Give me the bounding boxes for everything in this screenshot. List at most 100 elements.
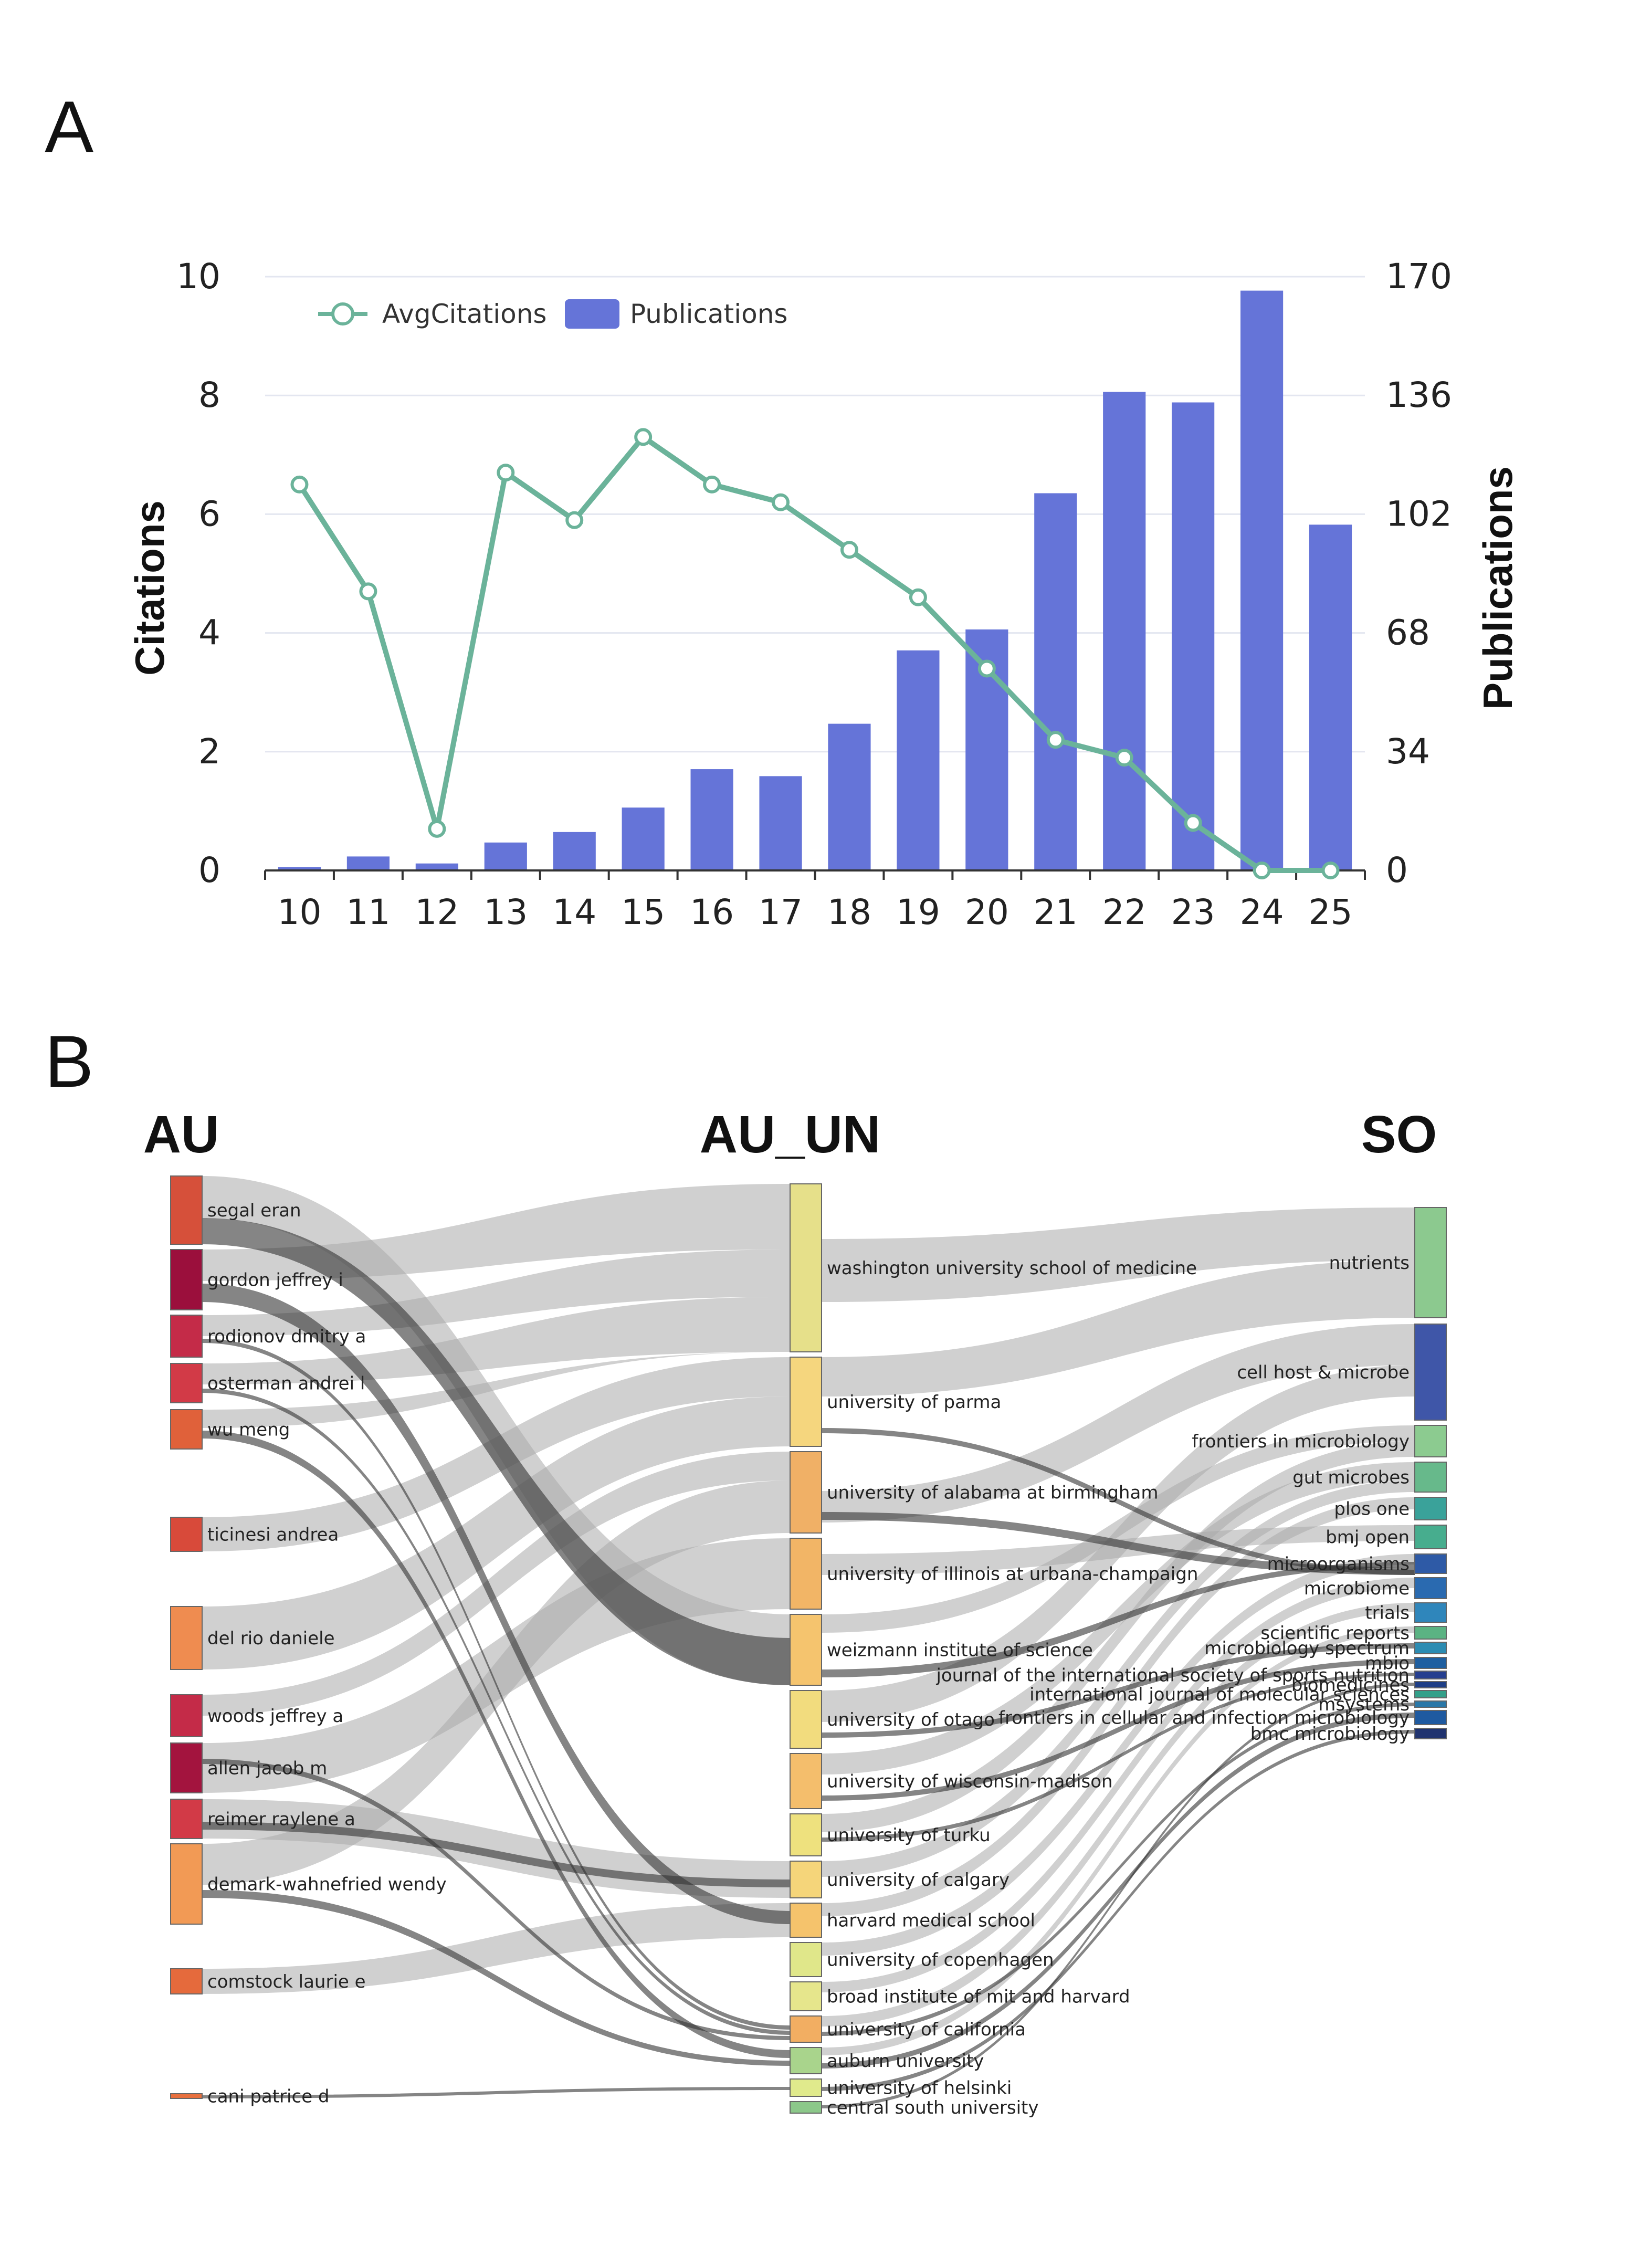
flow-institution-to-source (822, 1562, 1415, 1677)
institution-node-label: university of helsinki (827, 2078, 1012, 2099)
source-node (1414, 1553, 1447, 1574)
flow-au-to-institution (202, 1452, 790, 1716)
flow-au-to-institution (202, 1903, 790, 1994)
author-node-label: comstock laurie e (207, 1971, 366, 1992)
x-tick-label: 25 (1309, 892, 1353, 932)
y-tick-label-right: 102 (1386, 494, 1452, 534)
x-tick-label: 24 (1240, 892, 1284, 932)
citation-point (497, 464, 515, 482)
institution-node (790, 2078, 822, 2097)
publication-bar (1172, 402, 1215, 870)
source-node (1414, 1525, 1447, 1549)
publication-bar (897, 650, 940, 870)
x-tick-label: 13 (483, 892, 528, 932)
author-node-label: wu meng (207, 1420, 290, 1441)
y-tick-label-right: 0 (1386, 850, 1408, 890)
institution-node-label: central south university (827, 2097, 1038, 2118)
source-node (1414, 1728, 1447, 1739)
institution-node-label: university of otago (827, 1709, 995, 1730)
author-node (170, 1606, 203, 1670)
flow-institution-to-source (822, 1260, 1415, 1396)
y-tick-label-right: 68 (1386, 613, 1430, 653)
flow-institution-to-source (822, 1578, 1415, 1992)
institution-node (790, 1183, 822, 1352)
author-node (170, 1409, 203, 1450)
flow-au-to-institution (202, 1822, 790, 1887)
publication-bar (1103, 392, 1146, 870)
flow-au-to-institution (202, 2087, 790, 2098)
publication-bar (278, 867, 321, 870)
publication-bar (346, 856, 390, 870)
institution-node (790, 1690, 822, 1749)
flow-au-to-institution (202, 1396, 790, 1670)
flow-institution-to-source (822, 1659, 1415, 1801)
y-tick-label-left: 10 (176, 256, 220, 297)
citation-point (1184, 814, 1202, 832)
flow-institution-to-source (822, 1643, 1415, 1738)
publication-bar (622, 807, 665, 870)
citation-point (909, 588, 927, 606)
author-node (170, 2093, 203, 2099)
flow-institution-to-source (822, 1428, 1415, 1575)
publication-bar (828, 723, 871, 870)
author-node (170, 1363, 203, 1403)
flow-institution-to-source (822, 1703, 1415, 2036)
x-tick-label: 15 (621, 892, 665, 932)
flow-au-to-institution (202, 1431, 790, 2058)
source-node-label: mbio (1365, 1653, 1410, 1674)
source-node-label: frontiers in microbiology (1192, 1431, 1410, 1452)
citation-point (1115, 749, 1133, 767)
y-tick-label-right: 170 (1386, 256, 1452, 297)
author-node-label: osterman andrei l (207, 1373, 365, 1394)
citation-point (1321, 862, 1340, 879)
citation-point (359, 582, 377, 601)
y-tick-label-right: 136 (1386, 375, 1452, 415)
sankey-nodes (170, 1175, 1447, 2114)
citation-point (290, 475, 309, 494)
sankey-flows (202, 1176, 1415, 2108)
citation-point (840, 541, 858, 559)
citation-point (634, 428, 653, 446)
author-node (170, 1799, 203, 1839)
author-node (170, 1742, 203, 1793)
institution-node-label: university of copenhagen (827, 1950, 1054, 1971)
institution-node (790, 2047, 822, 2074)
flow-institution-to-source (822, 1208, 1415, 1302)
y-tick-label-left: 4 (198, 613, 220, 653)
legend-line-marker (331, 302, 354, 326)
institution-node (790, 1753, 822, 1809)
y-tick-label-left: 2 (198, 731, 220, 772)
y-axis-title-left: Citations (127, 500, 173, 676)
panel-b-label: B (45, 1020, 93, 1102)
x-tick-label: 23 (1171, 892, 1215, 932)
institution-node (790, 2015, 822, 2043)
y-tick-label-left: 8 (198, 375, 220, 415)
flow-institution-to-source (822, 1480, 1415, 1877)
institution-node-label: university of turku (827, 1825, 991, 1846)
source-node-label: microorganisms (1267, 1554, 1410, 1575)
y-tick-label-left: 0 (198, 850, 220, 890)
publication-bar (1034, 493, 1077, 870)
institution-node-label: harvard medical school (827, 1910, 1035, 1931)
institution-node-label: washington university school of medicine (827, 1258, 1197, 1279)
author-node-label: ticinesi andrea (207, 1525, 339, 1546)
source-node-label: plos one (1334, 1499, 1410, 1520)
publication-bar (553, 832, 596, 870)
institution-node-label: university of parma (827, 1392, 1001, 1413)
institution-node (790, 1614, 822, 1686)
source-node-label: international journal of molecular scien… (1029, 1684, 1410, 1705)
panel-a-label: A (45, 86, 94, 168)
source-node (1414, 1324, 1447, 1421)
y-axis-title-right: Publications (1475, 466, 1521, 710)
source-node (1414, 1626, 1447, 1640)
column-head-so: SO (1361, 1105, 1437, 1164)
source-node-label: cell host & microbe (1237, 1362, 1410, 1383)
flow-au-to-institution (202, 1759, 790, 2040)
institution-node (790, 1538, 822, 1610)
author-node (170, 1315, 203, 1358)
flow-institution-to-source (822, 1603, 1415, 2026)
citation-point (1253, 862, 1271, 879)
institution-node-label: weizmann institute of science (827, 1640, 1093, 1661)
publications-citations-chart: 10 11 12 13 14 15 16 17 18 19 20 21 22 23 24 25 0246810… (127, 256, 1521, 932)
